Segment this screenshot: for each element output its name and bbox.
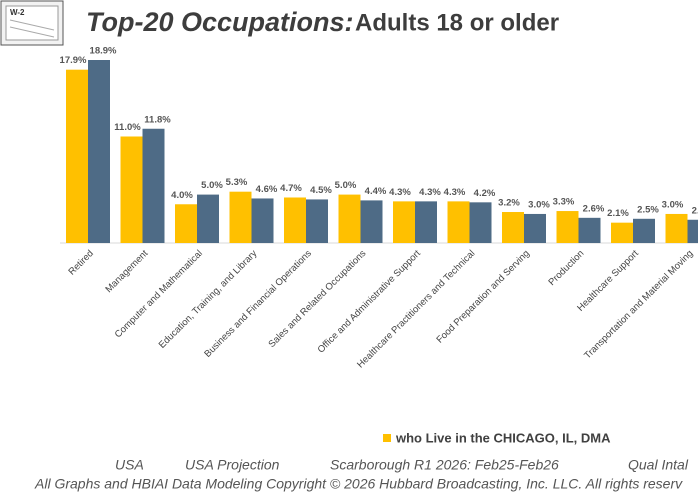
bar (229, 191, 252, 243)
bar (284, 197, 306, 243)
bar (306, 199, 328, 243)
x-tick-label: Retired (66, 248, 95, 277)
data-label: 2.1% (607, 208, 629, 219)
w2-icon: W-2 (0, 0, 64, 46)
bar (120, 136, 143, 243)
data-label: 5.3% (226, 177, 248, 188)
data-label: 5.0% (335, 180, 357, 191)
data-label: 17.9% (60, 55, 87, 66)
bar (687, 219, 698, 243)
data-label: 11.0% (114, 122, 141, 133)
legend-swatch (383, 434, 391, 442)
data-label: 3.0% (528, 199, 550, 210)
x-tick-label: Office and Administrative Support (316, 248, 424, 356)
legend-label: who Live in the CHICAGO, IL, DMA (395, 430, 611, 445)
x-tick-label: Transportation and Material Moving (582, 248, 695, 361)
data-label: 4.3% (444, 187, 466, 198)
bar (524, 213, 546, 243)
x-tick-label: Healthcare Practitioners and Technical (355, 248, 477, 370)
data-label: 2.4% (692, 205, 698, 216)
x-tick-label: Education, Training, and Library (157, 248, 260, 351)
bar (578, 217, 601, 243)
bar (415, 201, 437, 243)
x-tick-label: Business and Financial Operations (202, 248, 314, 360)
x-tick-label: Management (103, 248, 150, 295)
data-label: 2.6% (583, 203, 605, 214)
footer-text: USA (115, 457, 144, 473)
svg-text:W-2: W-2 (10, 8, 25, 17)
data-label: 4.7% (280, 183, 302, 194)
data-label: 4.2% (474, 188, 496, 199)
data-label: 4.3% (389, 187, 411, 198)
data-label: 11.8% (144, 114, 171, 125)
bar (447, 201, 470, 243)
data-label: 2.5% (637, 204, 659, 215)
footer-text: Qual Intal (628, 457, 689, 473)
chart-subtitle: Adults 18 or older (355, 9, 559, 36)
data-label: 18.9% (90, 46, 117, 57)
bar (633, 218, 655, 243)
data-label: 3.3% (553, 197, 575, 208)
chart-title: Top-20 Occupations: (86, 7, 354, 37)
data-label: 4.0% (171, 190, 193, 201)
footer-text: USA Projection (185, 457, 280, 473)
bar (360, 200, 383, 243)
bar (66, 69, 88, 243)
data-label: 5.0% (201, 180, 223, 191)
bar (142, 128, 165, 243)
bar (393, 201, 415, 243)
bar (502, 212, 524, 243)
x-tick-label: Sales and Related Occupations (267, 248, 369, 350)
data-label: 3.2% (498, 198, 520, 209)
copyright: All Graphs and HBIAI Data Modeling Copyr… (34, 476, 683, 492)
bar (338, 194, 361, 243)
data-label: 4.4% (365, 186, 387, 197)
bar (88, 60, 110, 243)
data-label: 3.0% (662, 199, 684, 210)
bar (665, 213, 688, 243)
bar (611, 222, 633, 243)
x-tick-label: Food Preparation and Serving (434, 248, 531, 345)
footer-text: Scarborough R1 2026: Feb25-Feb26 (330, 457, 559, 473)
bar (556, 211, 579, 243)
bar (197, 194, 219, 243)
data-label: 4.3% (419, 187, 441, 198)
bar (251, 198, 274, 243)
data-label: 4.5% (310, 185, 332, 196)
x-tick-label: Computer and Mathematical (113, 248, 205, 340)
bar (175, 204, 197, 243)
bar (469, 202, 492, 243)
data-label: 4.6% (256, 184, 278, 195)
x-tick-label: Production (547, 248, 587, 288)
